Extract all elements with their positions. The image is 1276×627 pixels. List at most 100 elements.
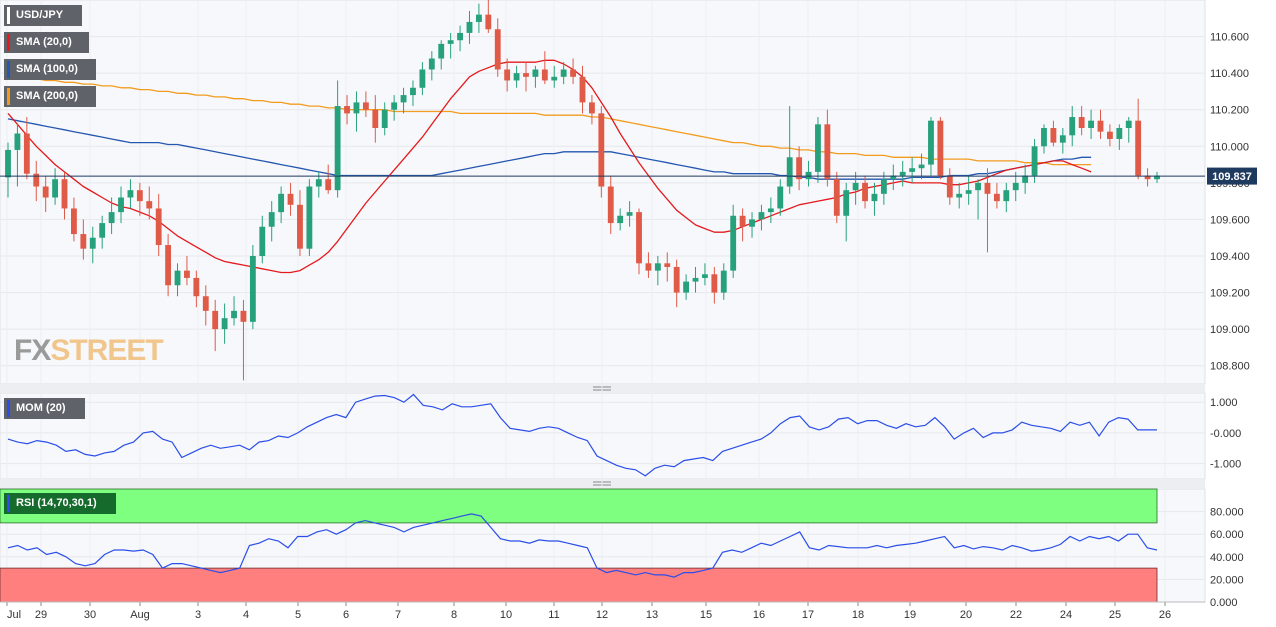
candle: [570, 58, 577, 85]
candle-body: [1116, 128, 1123, 139]
candle: [523, 62, 529, 92]
candle-body: [796, 157, 803, 180]
candle: [513, 65, 520, 88]
legend-sma200[interactable]: SMA (200,0): [4, 86, 96, 107]
candle-body: [598, 113, 605, 187]
candle: [711, 266, 718, 304]
legend-symbol-swatch: [7, 7, 10, 24]
candle-body: [532, 69, 539, 77]
candle: [127, 179, 134, 209]
candle: [796, 146, 803, 191]
candle: [993, 182, 1000, 209]
candle-body: [767, 208, 774, 213]
legend-sma200-label: SMA (200,0): [16, 90, 78, 102]
candle-body: [400, 95, 407, 103]
candle-body: [1106, 131, 1113, 139]
candle-body: [730, 215, 737, 271]
candle: [438, 40, 445, 70]
candle: [1088, 109, 1094, 139]
candle: [720, 263, 727, 300]
candle: [485, 0, 492, 33]
y-tick-label-mom: -0.000: [1210, 428, 1241, 440]
candle-body: [880, 179, 887, 194]
candle-body: [146, 201, 153, 209]
x-tick-label: 6: [343, 609, 349, 621]
candle-body: [1041, 128, 1047, 147]
candle-body: [297, 204, 303, 249]
x-tick-label: 7: [395, 609, 401, 621]
candle-body: [362, 102, 369, 110]
candle-body: [815, 124, 821, 172]
candle-body: [372, 109, 379, 128]
candle: [475, 3, 482, 33]
candle-body: [636, 212, 642, 264]
candle: [833, 171, 840, 224]
candle-body: [419, 69, 426, 88]
sma200-line: [8, 76, 1092, 166]
candle-body: [1097, 120, 1104, 132]
candle: [202, 285, 209, 326]
rsi-line: [7, 513, 1158, 578]
candle-body: [259, 226, 266, 256]
legend-symbol[interactable]: USD/JPY: [4, 5, 82, 26]
candle-body: [720, 270, 727, 293]
legend-sma100[interactable]: SMA (100,0): [4, 59, 96, 80]
candle-body: [174, 270, 181, 286]
candle: [654, 256, 661, 286]
candle-body: [513, 73, 520, 81]
momentum-polyline: [7, 393, 1157, 477]
candle-body: [438, 43, 445, 59]
x-tick-label: 25: [1109, 609, 1121, 621]
candle: [880, 171, 887, 205]
candle: [852, 171, 859, 205]
candle: [494, 18, 501, 77]
candle-body: [202, 296, 209, 311]
candle-body: [626, 212, 633, 216]
candle: [23, 117, 30, 180]
candle: [1116, 124, 1123, 150]
candle-body: [1125, 120, 1132, 128]
legend-rsi[interactable]: RSI (14,70,30,1): [4, 493, 116, 514]
candle: [297, 190, 303, 256]
candle: [899, 160, 906, 187]
legend-sma20[interactable]: SMA (20,0): [4, 32, 89, 53]
x-tick-label: 5: [295, 609, 301, 621]
legend-mom[interactable]: MOM (20): [4, 398, 85, 419]
candle-body: [221, 318, 228, 330]
candle-body: [268, 212, 275, 227]
legend-sma20-swatch: [7, 34, 10, 51]
candle-body: [249, 256, 256, 322]
candle: [42, 175, 49, 213]
candle: [136, 182, 143, 216]
candle-body: [965, 190, 972, 194]
candle: [758, 204, 765, 231]
legend-sma200-swatch: [7, 88, 10, 105]
candle: [381, 102, 388, 136]
candle: [353, 91, 360, 132]
x-tick-label: 16: [753, 609, 765, 621]
candle: [1050, 120, 1057, 147]
candle: [551, 65, 558, 88]
x-axis-labels: Jul 29 30 Aug 3 4 5 6 7 8 10 11 12 13 15 16 17 18 19 20 22 24…: [0, 601, 1205, 621]
candle: [221, 303, 228, 344]
candle-body: [1031, 146, 1038, 176]
x-tick-label: 4: [243, 609, 249, 621]
candle-body: [447, 40, 454, 44]
candle-body: [1003, 190, 1010, 202]
candle: [862, 175, 868, 209]
candle: [1154, 171, 1160, 183]
candle: [890, 164, 897, 191]
x-tick-label: 26: [1159, 609, 1171, 621]
candle-body: [306, 186, 313, 249]
y-tick-label-mom: 1.000: [1210, 397, 1238, 409]
candle: [607, 175, 614, 235]
candle-body: [683, 281, 690, 293]
x-tick-label: 19: [904, 609, 916, 621]
candle: [362, 91, 369, 118]
sma100-line: [7, 118, 1092, 180]
candle-body: [5, 149, 11, 178]
candle: [1078, 106, 1085, 136]
grid-lines: [0, 0, 1205, 603]
candle: [664, 252, 671, 282]
